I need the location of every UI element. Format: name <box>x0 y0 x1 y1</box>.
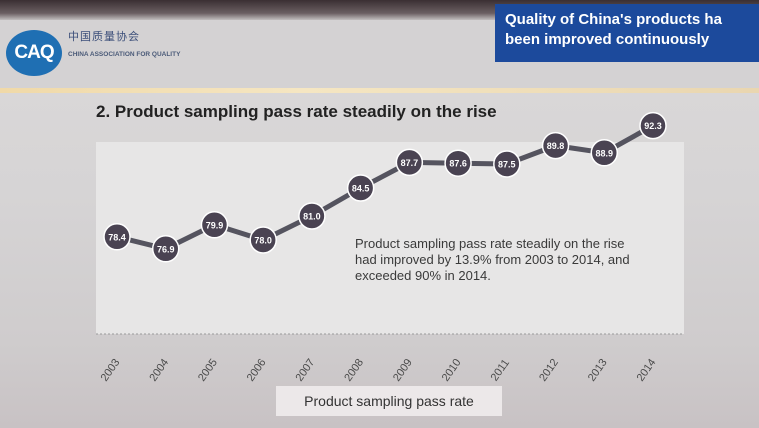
data-point <box>395 148 424 177</box>
x-tick-label: 2004 <box>147 357 171 384</box>
x-tick-label: 2006 <box>245 357 269 384</box>
data-point <box>298 202 326 230</box>
x-tick-label: 2014 <box>635 357 659 384</box>
x-tick-label: 2012 <box>537 357 561 384</box>
series-line <box>116 123 655 252</box>
logo-name-en: CHINA ASSOCIATION FOR QUALITY <box>68 51 181 58</box>
caq-logo: CAQ <box>6 30 62 76</box>
data-point <box>249 226 277 254</box>
data-point <box>151 235 180 263</box>
data-label: 81.0 <box>303 212 321 222</box>
data-label: 88.9 <box>596 148 614 158</box>
data-point <box>639 111 667 140</box>
data-point <box>493 150 521 178</box>
x-tick-label: 2009 <box>391 357 415 384</box>
x-tick-label: 2010 <box>440 357 464 384</box>
data-label: 89.8 <box>547 141 565 151</box>
x-tick-label: 2005 <box>196 357 220 384</box>
data-point <box>590 139 619 167</box>
header-divider <box>0 88 759 93</box>
data-point <box>444 149 472 177</box>
data-label: 78.4 <box>108 232 126 242</box>
data-label: 87.7 <box>401 158 419 168</box>
data-label: 87.5 <box>498 160 516 170</box>
data-point <box>541 131 570 160</box>
data-point <box>200 211 229 239</box>
data-label: 78.0 <box>254 236 272 246</box>
x-tick-label: 2013 <box>586 357 610 384</box>
legend-label: Product sampling pass rate <box>304 393 474 409</box>
data-label: 84.5 <box>352 184 370 194</box>
x-tick-label: 2007 <box>294 357 318 384</box>
data-label: 79.9 <box>206 220 224 230</box>
logo-text: 中国质量协会 CHINA ASSOCIATION FOR QUALITY <box>68 28 208 59</box>
slide-title: 2. Product sampling pass rate steadily o… <box>96 102 497 121</box>
logo-abbr: CAQ <box>14 42 54 63</box>
x-tick-label: 2003 <box>99 357 123 384</box>
x-tick-label: 2008 <box>342 357 366 384</box>
data-label: 92.3 <box>644 121 662 131</box>
legend: Product sampling pass rate <box>276 386 502 416</box>
logo-name-cn: 中国质量协会 <box>68 30 140 43</box>
chart-annotation: Product sampling pass rate steadily on t… <box>355 236 630 283</box>
data-point <box>346 174 375 202</box>
data-point <box>103 223 131 251</box>
header-banner: Quality of China's products ha been impr… <box>495 4 759 62</box>
x-tick-label: 2011 <box>489 357 512 383</box>
data-label: 76.9 <box>157 244 175 254</box>
data-label: 87.6 <box>449 159 467 169</box>
